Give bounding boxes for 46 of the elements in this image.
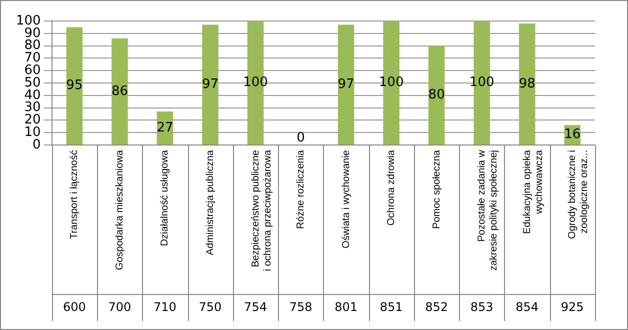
x-tick-label: Oświata i wychowanie: [340, 150, 352, 248]
data-label: 100: [378, 75, 404, 90]
text: 925: [560, 300, 584, 314]
text: 852: [425, 300, 448, 314]
text: 854: [516, 300, 539, 314]
y-tick-label: 60: [24, 62, 41, 78]
bar: [66, 27, 83, 144]
x-tick-label: Gospodarka mieszkaniowa: [114, 150, 126, 270]
bar: [518, 23, 536, 144]
x-tick-label: Różne rozliczenia: [296, 150, 307, 229]
text: 758: [289, 300, 312, 314]
x-tick-label: Ochrona zdrowia: [386, 150, 398, 226]
data-label: 80: [428, 88, 445, 103]
data-label: 100: [469, 75, 494, 90]
data-label: 16: [564, 127, 581, 142]
bar: [338, 24, 354, 144]
bar: [112, 38, 128, 144]
text: 750: [198, 300, 222, 314]
data-label: 97: [338, 76, 354, 92]
y-tick-label: 80: [24, 38, 41, 54]
data-label: 86: [111, 84, 128, 99]
text: 710: [154, 300, 176, 314]
x-tick-label: Pomoc społeczna: [431, 150, 442, 229]
bar: [202, 24, 218, 144]
data-label: 97: [202, 76, 219, 92]
y-tick-label: 100: [16, 13, 41, 28]
x-tick-label: Ogrody botaniczne i zoologiczne oraz...: [567, 150, 590, 239]
text: 600: [62, 300, 86, 314]
data-label: 27: [156, 120, 174, 136]
data-label: 0: [296, 130, 305, 146]
bar: [428, 46, 445, 144]
y-tick-label: 0: [32, 137, 41, 152]
data-label: 100: [243, 75, 268, 90]
x-tick-label: Administracja publiczna: [204, 150, 216, 256]
y-tick-label: 50: [24, 75, 41, 90]
data-label: 98: [518, 76, 536, 92]
x-tick-label: Działalność usługowa: [160, 150, 171, 246]
text: 801: [334, 300, 358, 314]
text: 700: [108, 300, 132, 314]
x-tick-label: Transport i łączność: [69, 150, 80, 240]
text: 754: [244, 300, 267, 314]
x-tick-label: Bezpieczeństwo publiczne i ochrona przeciwpożarowa: [250, 150, 274, 272]
x-tick-label: Pozostałe zadania w zakresie polityki społecznej: [476, 149, 500, 271]
text: 853: [470, 300, 494, 314]
text: 851: [380, 300, 403, 314]
data-label: 95: [66, 78, 83, 94]
